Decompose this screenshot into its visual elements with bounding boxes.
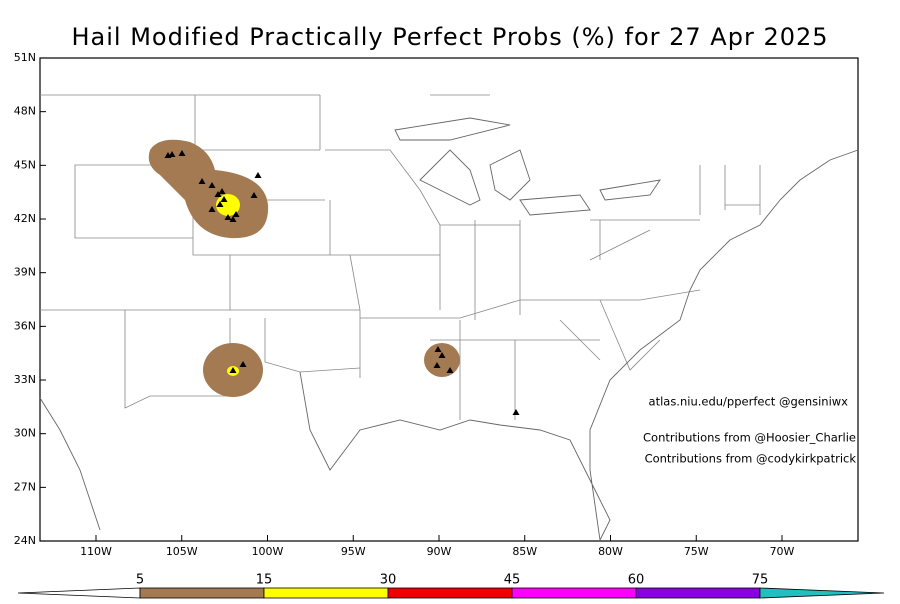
lat-label: 27N: [14, 480, 36, 493]
hail-report: [433, 362, 441, 368]
lon-label: 105W: [166, 545, 198, 558]
lon-label: 110W: [80, 545, 112, 558]
colorbar-segment: [635, 587, 761, 599]
lon-label: 100W: [252, 545, 284, 558]
colorbar-label: 75: [752, 573, 769, 588]
hail-report: [434, 346, 442, 352]
lat-label: 24N: [14, 534, 36, 547]
hail-report: [208, 206, 216, 212]
credit: atlas.niu.edu/pperfect @gensiniwx: [649, 395, 849, 409]
colorbar: 5 15 30 45 60 75: [17, 573, 885, 599]
colorbar-label: 15: [256, 573, 273, 588]
lat-label: 39N: [14, 266, 36, 279]
hail-report: [446, 367, 454, 373]
colorbar-high: [759, 587, 885, 599]
colorbar-segment: [387, 587, 513, 599]
lon-label: 85W: [512, 545, 537, 558]
colorbar-low: [17, 587, 141, 599]
hail-report: [214, 191, 222, 197]
lat-label: 48N: [14, 105, 36, 118]
lat-label: 45N: [14, 158, 36, 171]
colorbar-segment: [139, 587, 265, 599]
credit: Contributions from @codykirkpatrick: [645, 452, 857, 466]
hail-report: [232, 211, 240, 217]
lat-label: 33N: [14, 373, 36, 386]
axes: 51N 48N 45N 42N 39N 36N 33N 30N 27N 24N 110W 105W 10…: [14, 51, 857, 558]
hail-report: [198, 178, 206, 184]
lat-label: 30N: [14, 427, 36, 440]
hail-report: [254, 172, 262, 178]
lat-label: 36N: [14, 319, 36, 332]
hail-report: [208, 182, 216, 188]
colorbar-label: 60: [628, 573, 645, 588]
colorbar-segment: [263, 587, 389, 599]
hail-report: [178, 150, 186, 156]
lon-label: 95W: [341, 545, 366, 558]
credit: Contributions from @Hoosier_Charlie: [643, 431, 856, 445]
hail-reports: [164, 150, 520, 415]
lon-label: 80W: [598, 545, 623, 558]
colorbar-label: 5: [136, 573, 144, 588]
hail-report: [216, 201, 224, 207]
lon-label: 75W: [684, 545, 709, 558]
map-title: Hail Modified Practically Perfect Probs …: [71, 23, 828, 51]
hail-report: [250, 192, 258, 198]
hail-report: [512, 409, 520, 415]
lat-label: 42N: [14, 212, 36, 225]
colorbar-label: 45: [504, 573, 521, 588]
hail-report: [229, 216, 237, 222]
lat-label: 51N: [14, 51, 36, 64]
colorbar-segment: [511, 587, 637, 599]
basemap: [39, 57, 859, 542]
hail-report: [224, 214, 232, 220]
hail-report: [229, 367, 237, 373]
hail-report: [239, 361, 247, 367]
lon-label: 90W: [427, 545, 452, 558]
hail-report: [438, 352, 446, 358]
colorbar-label: 30: [380, 573, 397, 588]
hail-report: [168, 151, 176, 157]
hail-report: [218, 188, 226, 194]
lon-label: 70W: [770, 545, 795, 558]
probability-areas: [148, 139, 460, 397]
hail-report: [220, 196, 228, 202]
